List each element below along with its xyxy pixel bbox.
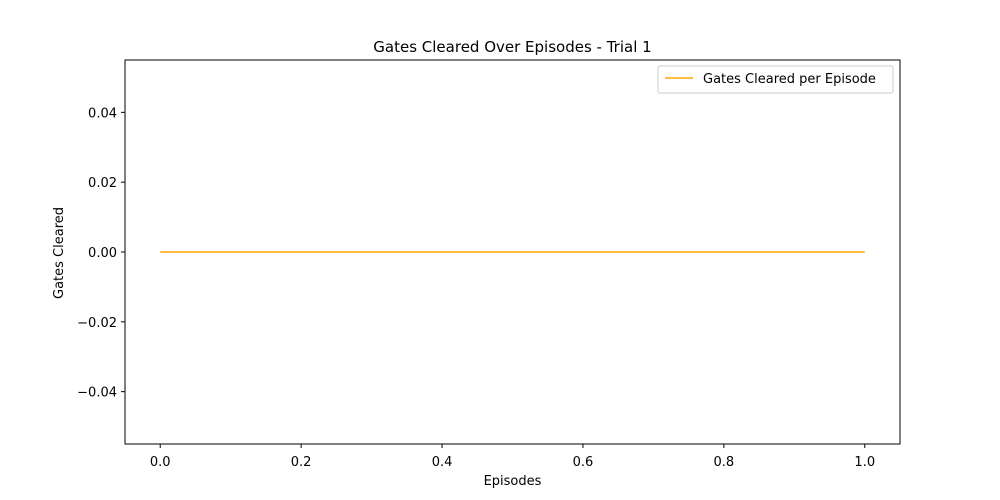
x-tick-label: 0.0 <box>150 455 171 470</box>
legend-label-series-1: Gates Cleared per Episode <box>703 72 876 87</box>
y-tick-label: −0.02 <box>77 316 117 331</box>
x-tick-label: 0.8 <box>714 455 735 470</box>
legend-box <box>657 65 894 94</box>
chart-title: Gates Cleared Over Episodes - Trial 1 <box>373 38 651 56</box>
y-tick-label: −0.04 <box>77 386 117 401</box>
y-tick-label: 0.02 <box>88 176 117 191</box>
y-tick-label: 0.04 <box>88 106 117 121</box>
x-tick-label: 1.0 <box>854 455 875 470</box>
x-tick-label: 0.2 <box>291 455 312 470</box>
x-axis: 0.0 0.2 0.4 0.6 0.8 1.0 <box>150 444 875 470</box>
y-tick-label: 0.00 <box>88 246 117 261</box>
y-axis: −0.04 −0.02 0.00 0.02 0.04 <box>77 106 125 401</box>
x-axis-label: Episodes <box>484 474 542 489</box>
x-tick-label: 0.4 <box>432 455 453 470</box>
x-tick-label: 0.6 <box>573 455 594 470</box>
y-axis-label: Gates Cleared <box>52 207 67 299</box>
legend: Gates Cleared per Episode <box>657 65 894 94</box>
